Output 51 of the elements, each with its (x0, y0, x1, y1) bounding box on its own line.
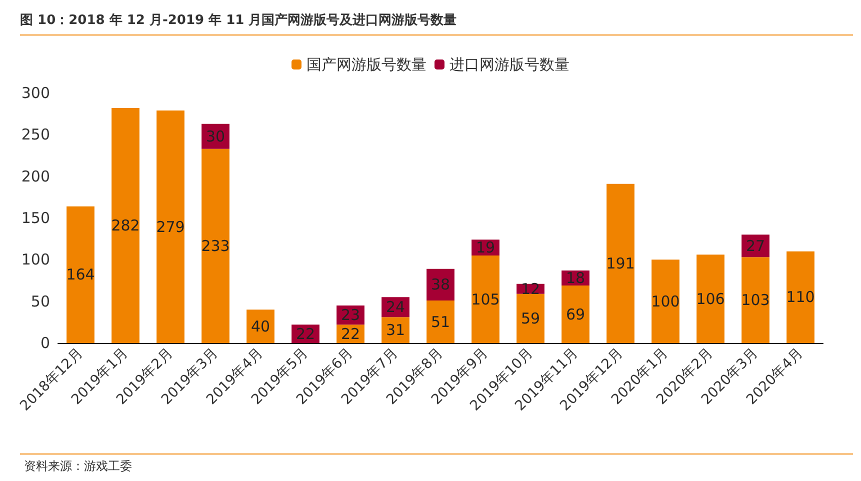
data-label: 59 (520, 309, 540, 328)
chart-title: 图 10：2018 年 12 月-2019 年 11 月国产网游版号及进口网游版号数量 (20, 12, 457, 28)
data-label: 103 (741, 291, 770, 310)
bar (156, 110, 184, 343)
data-label: 31 (386, 321, 406, 340)
legend-label: 进口网游版号数量 (450, 56, 570, 74)
data-label: 51 (430, 312, 450, 331)
data-label: 30 (206, 127, 226, 146)
data-label: 69 (566, 305, 586, 324)
bar (66, 206, 94, 343)
data-label: 233 (201, 236, 230, 255)
data-label: 40 (250, 317, 270, 336)
bar (606, 184, 634, 343)
data-label: 12 (520, 280, 540, 298)
data-label: 22 (296, 324, 316, 343)
data-label: 106 (696, 290, 725, 308)
data-label: 19 (476, 238, 496, 257)
y-tick-label: 100 (21, 250, 50, 269)
bar (562, 286, 590, 343)
y-tick-label: 150 (21, 209, 50, 227)
bar (696, 254, 724, 343)
data-label: 164 (66, 266, 95, 284)
text: 资料来源：游戏工委 (24, 459, 132, 473)
data-label: 18 (566, 269, 586, 287)
bar (112, 108, 140, 343)
y-tick-label: 50 (30, 292, 50, 310)
bar (426, 300, 454, 343)
data-label: 191 (606, 254, 635, 272)
data-label: 110 (786, 288, 815, 306)
bar (652, 260, 680, 343)
bar (786, 251, 814, 343)
y-tick-label: 200 (21, 167, 50, 186)
bar (246, 310, 274, 343)
data-label: 38 (430, 276, 450, 294)
data-label: 100 (651, 292, 680, 310)
legend-label: 国产网游版号数量 (306, 56, 426, 74)
data-label: 105 (471, 290, 500, 308)
data-label: 24 (386, 298, 406, 316)
y-tick-label: 300 (21, 84, 50, 102)
bar (382, 317, 410, 343)
data-label: 279 (156, 218, 185, 236)
data-label: 282 (111, 216, 140, 234)
bar (472, 256, 500, 343)
data-label: 22 (340, 324, 360, 343)
bar (202, 148, 230, 343)
data-label: 23 (340, 306, 360, 324)
bar (742, 257, 770, 343)
y-tick-label: 0 (40, 334, 50, 352)
data-label: 27 (746, 236, 766, 255)
bar (516, 294, 544, 343)
y-tick-label: 250 (21, 126, 50, 144)
